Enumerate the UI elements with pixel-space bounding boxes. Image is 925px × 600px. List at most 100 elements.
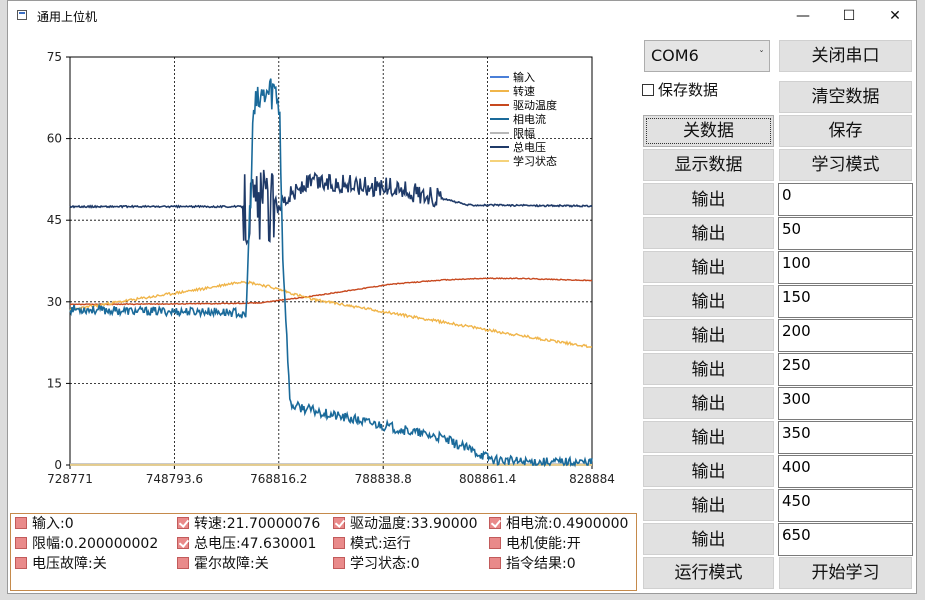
x-tick-label: 728771 — [47, 472, 93, 486]
save-data-checkbox[interactable]: 保存数据 — [642, 79, 718, 100]
output-value-field[interactable]: 250 — [778, 353, 913, 386]
output-button[interactable]: 输出 — [643, 489, 774, 521]
series-line-1 — [69, 280, 593, 349]
output-button[interactable]: 输出 — [643, 183, 774, 215]
status-label: 模式:运行 — [350, 536, 411, 552]
checkbox-box[interactable] — [642, 84, 654, 96]
learn-mode-button[interactable]: 学习模式 — [779, 149, 912, 181]
output-button[interactable]: 输出 — [643, 421, 774, 453]
y-tick-label: 30 — [47, 295, 62, 309]
y-tick-label: 45 — [47, 213, 62, 227]
output-value-field[interactable]: 0 — [778, 183, 913, 216]
output-value-field[interactable]: 650 — [778, 523, 913, 556]
series-checkbox[interactable] — [489, 517, 501, 529]
output-value-field[interactable]: 350 — [778, 421, 913, 454]
status-item[interactable]: 电压故障:关 — [15, 554, 170, 574]
output-value-field[interactable]: 100 — [778, 251, 913, 284]
x-tick-label: 748793.6 — [146, 472, 203, 486]
status-label: 转速:21.70000076 — [194, 516, 321, 532]
series-checkbox[interactable] — [177, 517, 189, 529]
chevron-down-icon: ˇ — [759, 50, 764, 61]
series-checkbox[interactable] — [15, 537, 27, 549]
series-line-2 — [70, 277, 593, 306]
status-label: 学习状态:0 — [350, 556, 420, 572]
series-checkbox[interactable] — [333, 557, 345, 569]
title-bar: 通用上位机 — ☐ ✕ — [8, 1, 916, 31]
status-item[interactable]: 霍尔故障:关 — [177, 554, 327, 574]
clear-data-button[interactable]: 清空数据 — [779, 81, 912, 113]
y-tick-label: 0 — [54, 458, 62, 472]
legend-label: 总电压 — [513, 140, 546, 154]
output-value-field[interactable]: 200 — [778, 319, 913, 352]
output-value-field[interactable]: 450 — [778, 489, 913, 522]
y-tick-label: 60 — [47, 132, 62, 146]
port-select[interactable]: COM6 ˇ — [644, 40, 770, 72]
status-item[interactable]: 指令结果:0 — [489, 554, 636, 574]
save-button[interactable]: 保存 — [779, 115, 912, 147]
status-label: 电压故障:关 — [32, 556, 107, 572]
output-button[interactable]: 输出 — [643, 319, 774, 351]
run-mode-button[interactable]: 运行模式 — [643, 557, 774, 589]
y-tick-label: 75 — [47, 50, 62, 64]
close-port-button[interactable]: 关闭串口 — [779, 40, 912, 72]
output-button[interactable]: 输出 — [643, 217, 774, 249]
start-learning-button[interactable]: 开始学习 — [779, 557, 912, 589]
status-panel: 输入:0 转速:21.70000076 驱动温度:33.90000 相电流:0.490… — [10, 513, 637, 591]
legend-label: 学习状态 — [513, 154, 557, 168]
output-button[interactable]: 输出 — [643, 455, 774, 487]
series-line-5 — [69, 169, 593, 246]
output-button[interactable]: 输出 — [643, 523, 774, 555]
series-checkbox[interactable] — [177, 537, 189, 549]
window-title: 通用上位机 — [37, 10, 98, 24]
app-icon — [17, 10, 27, 20]
status-item[interactable]: 限幅:0.200000002 — [15, 534, 170, 554]
minimize-icon[interactable]: — — [796, 8, 810, 24]
plot-frame — [69, 56, 593, 466]
x-tick-label: 828884 — [569, 472, 615, 486]
status-item[interactable]: 转速:21.70000076 — [177, 514, 327, 534]
status-label: 指令结果:0 — [506, 556, 576, 572]
port-value: COM6 — [651, 46, 699, 65]
status-item[interactable]: 驱动温度:33.90000 — [333, 514, 483, 534]
maximize-icon[interactable]: ☐ — [842, 8, 856, 24]
status-item[interactable]: 电机使能:开 — [489, 534, 636, 554]
status-item[interactable]: 相电流:0.4900000 — [489, 514, 636, 534]
output-value-field[interactable]: 150 — [778, 285, 913, 318]
control-panel: COM6 ˇ 关闭串口 保存数据 清空数据 关数据 保存 显示数据 学习模式 输… — [640, 35, 916, 593]
legend-label: 限幅 — [513, 127, 535, 140]
x-tick-label: 768816.2 — [250, 472, 307, 486]
status-item[interactable]: 总电压:47.630001 — [177, 534, 327, 554]
series-checkbox[interactable] — [15, 557, 27, 569]
y-tick-label: 15 — [47, 376, 62, 390]
status-item[interactable]: 模式:运行 — [333, 534, 483, 554]
status-label: 霍尔故障:关 — [194, 556, 269, 572]
status-item[interactable]: 学习状态:0 — [333, 554, 483, 574]
close-data-button[interactable]: 关数据 — [643, 115, 774, 147]
status-label: 限幅:0.200000002 — [32, 536, 159, 552]
series-checkbox[interactable] — [333, 537, 345, 549]
output-button[interactable]: 输出 — [643, 353, 774, 385]
status-label: 驱动温度:33.90000 — [350, 516, 478, 532]
legend-label: 相电流 — [513, 112, 546, 126]
series-checkbox[interactable] — [489, 537, 501, 549]
output-value-field[interactable]: 50 — [778, 217, 913, 250]
output-button[interactable]: 输出 — [643, 285, 774, 317]
show-data-button[interactable]: 显示数据 — [643, 149, 774, 181]
output-button[interactable]: 输出 — [643, 387, 774, 419]
output-button[interactable]: 输出 — [643, 251, 774, 283]
series-checkbox[interactable] — [177, 557, 189, 569]
series-checkbox[interactable] — [333, 517, 345, 529]
close-icon[interactable]: ✕ — [889, 8, 901, 24]
series-checkbox[interactable] — [15, 517, 27, 529]
output-value-field[interactable]: 300 — [778, 387, 913, 420]
series-line-3 — [69, 78, 593, 468]
legend-label: 转速 — [513, 84, 535, 98]
legend-label: 驱动温度 — [513, 98, 557, 112]
series-checkbox[interactable] — [489, 557, 501, 569]
x-tick-label: 788838.8 — [355, 472, 412, 486]
status-label: 相电流:0.4900000 — [506, 516, 629, 532]
legend-label: 输入 — [513, 70, 535, 84]
output-value-field[interactable]: 400 — [778, 455, 913, 488]
status-item[interactable]: 输入:0 — [15, 514, 170, 534]
